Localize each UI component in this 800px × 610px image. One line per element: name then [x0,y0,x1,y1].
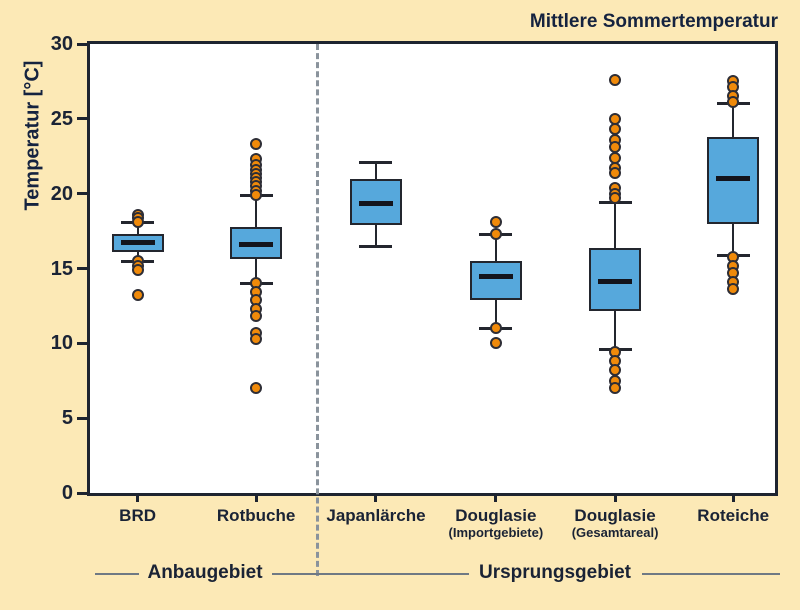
outlier-point [131,216,144,229]
x-axis-tick [136,493,140,502]
x-axis-category-label: Roteiche [697,506,770,525]
y-axis-tick [77,42,88,46]
y-axis-tick [77,117,88,121]
plot-data-layer [90,44,775,493]
x-axis-tick [374,493,378,502]
median-line [598,279,633,285]
outlier-point [250,309,263,322]
y-axis-tick-label: 0 [61,482,73,504]
outlier-point [727,96,740,109]
median-line [358,200,393,206]
y-axis-tick-label: 10 [50,332,73,355]
x-axis-tick [494,493,498,502]
x-axis-category-label: Douglasie (Gesamtareal) [540,506,690,540]
outlier-point [727,283,740,296]
x-axis-category-label: Rotbuche [216,506,296,525]
x-axis-category-label: BRD [119,506,157,525]
x-axis-category-label: Douglasie (Importgebiete) [421,506,571,540]
x-axis-tick [254,493,258,502]
outlier-point [489,337,502,350]
y-axis-tick-label: 25 [50,107,73,130]
x-axis-tick [613,493,617,502]
outlier-point [609,166,622,179]
y-axis-tick-label: 20 [50,182,73,205]
outlier-point [131,289,144,302]
group-separator-dashed-line [316,44,319,576]
outlier-point [250,332,263,345]
median-line [239,242,274,248]
x-axis-category-sublabel: (Importgebiete) [448,525,544,540]
outlier-point [250,189,263,202]
y-axis-tick-label: 30 [50,33,73,55]
group-underline-right [642,573,780,575]
x-axis-category-sublabel: (Gesamtareal) [571,525,659,540]
chart-title: Mittlere Sommertemperatur [529,11,778,32]
y-axis-tick [77,267,88,270]
outlier-point [609,73,622,86]
outlier-point [489,228,502,241]
outlier-point [609,192,622,205]
outlier-point [131,263,144,276]
y-axis-tick [77,416,88,420]
outlier-point [489,216,502,229]
y-axis-tick [77,341,88,345]
whisker-cap [359,160,393,164]
group-label-anbaugebiet: Anbaugebiet [147,562,263,583]
outlier-point [609,382,622,395]
outlier-point [489,322,502,335]
group-label-ursprungsgebiet: Ursprungsgebiet [478,562,632,583]
y-axis-tick [77,491,88,495]
outlier-point [250,382,263,395]
group-underline-left [95,573,139,575]
x-axis-tick [731,493,735,502]
median-line [716,176,751,182]
median-line [478,274,513,280]
boxplot-box [469,261,522,300]
outlier-point [250,138,263,151]
x-axis-category-label: Japanlärche [326,506,426,525]
median-line [120,239,155,245]
plot-area-background [90,44,775,493]
y-axis-tick [77,192,88,196]
y-axis-tick-label: 15 [50,257,73,280]
y-axis-tick-label: 5 [61,407,73,430]
group-underline-middle [272,573,469,575]
whisker-cap [359,244,393,248]
